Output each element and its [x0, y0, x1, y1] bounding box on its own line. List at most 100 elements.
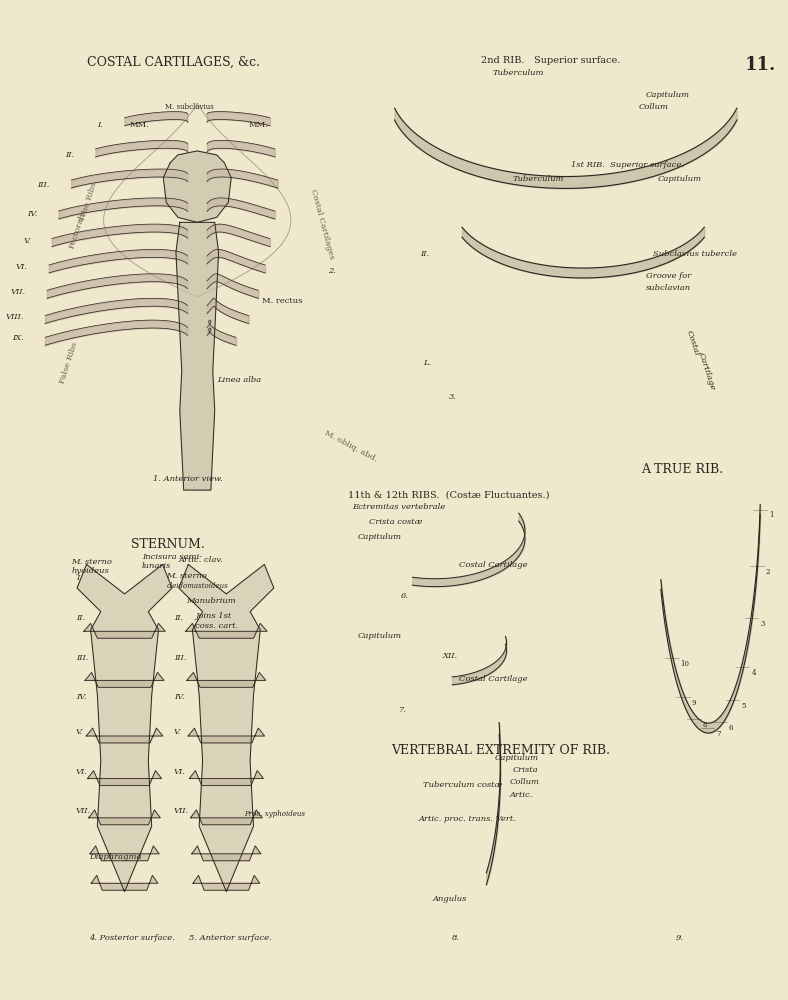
Text: I.: I.: [76, 574, 82, 582]
Text: 9.: 9.: [675, 934, 683, 942]
Text: Capitulum: Capitulum: [357, 533, 401, 541]
Text: 8: 8: [703, 721, 708, 729]
Text: 5: 5: [742, 702, 745, 710]
Polygon shape: [191, 810, 262, 825]
Text: 11.: 11.: [745, 56, 776, 74]
Text: 3: 3: [760, 620, 764, 628]
Text: VII.: VII.: [174, 807, 189, 815]
Text: Costal Cartilage: Costal Cartilage: [459, 675, 528, 683]
Text: Tuberculum: Tuberculum: [493, 69, 545, 77]
Text: COSTAL CARTILAGES, &c.: COSTAL CARTILAGES, &c.: [87, 56, 259, 69]
Polygon shape: [86, 728, 163, 743]
Polygon shape: [91, 875, 158, 890]
Text: V.: V.: [76, 728, 84, 736]
Text: IV.: IV.: [76, 693, 87, 701]
Text: VI.: VI.: [76, 768, 88, 776]
Text: Diaphragma: Diaphragma: [89, 853, 141, 861]
Text: Crista: Crista: [512, 766, 538, 774]
Text: Incisura semi-: Incisura semi-: [142, 553, 202, 561]
Text: 9: 9: [692, 699, 696, 707]
Text: Collum: Collum: [638, 103, 668, 111]
Text: L.: L.: [423, 359, 431, 367]
Text: Ectremitas vertebrale: Ectremitas vertebrale: [352, 503, 446, 511]
Text: Subclavius tubercle: Subclavius tubercle: [653, 250, 737, 258]
Text: cleidomastoideus: cleidomastoideus: [166, 582, 228, 590]
Text: 10: 10: [681, 660, 690, 668]
Text: V.: V.: [24, 237, 31, 245]
Text: False Ribs: False Ribs: [58, 341, 80, 385]
Text: 11th & 12th RIBS.  (Costæ Fluctuantes.): 11th & 12th RIBS. (Costæ Fluctuantes.): [348, 490, 549, 499]
Text: Artic. clav.: Artic. clav.: [179, 556, 224, 564]
Text: coss. cart.: coss. cart.: [195, 622, 239, 630]
Polygon shape: [84, 623, 165, 638]
Text: Tuberculum costæ: Tuberculum costæ: [423, 781, 503, 789]
Text: A TRUE RIB.: A TRUE RIB.: [641, 463, 723, 476]
Polygon shape: [85, 672, 164, 687]
Text: Cartilage: Cartilage: [697, 351, 716, 391]
Text: 4. Posterior surface.: 4. Posterior surface.: [89, 934, 175, 942]
Text: Joins 1st: Joins 1st: [195, 612, 232, 620]
Text: Costal: Costal: [685, 329, 701, 357]
Text: 7: 7: [716, 730, 721, 738]
Polygon shape: [89, 810, 161, 825]
Polygon shape: [189, 771, 263, 786]
Text: 4: 4: [751, 669, 756, 677]
Text: MM.: MM.: [249, 121, 269, 129]
Text: I.: I.: [98, 121, 103, 129]
Polygon shape: [90, 846, 159, 861]
Text: 3.: 3.: [449, 393, 457, 401]
Text: subclavian: subclavian: [646, 284, 691, 292]
Text: V.: V.: [174, 728, 181, 736]
Text: 1: 1: [769, 511, 773, 519]
Text: hyoideus: hyoideus: [71, 567, 109, 575]
Polygon shape: [188, 728, 265, 743]
Polygon shape: [191, 846, 261, 861]
Text: 1st RIB.  Superior surface.: 1st RIB. Superior surface.: [571, 161, 683, 169]
Text: VIII.: VIII.: [6, 313, 24, 321]
Polygon shape: [176, 222, 218, 490]
Text: lunaris: lunaris: [142, 562, 171, 570]
Text: M. rectus: M. rectus: [262, 297, 303, 305]
Text: Capitulum: Capitulum: [357, 632, 401, 640]
Text: Capitulum: Capitulum: [646, 91, 690, 99]
Text: M. sterno: M. sterno: [166, 572, 207, 580]
Text: IV.: IV.: [27, 210, 37, 218]
Text: Capitulum: Capitulum: [495, 754, 539, 762]
Text: Angulus: Angulus: [433, 895, 467, 903]
Text: STERNUM.: STERNUM.: [132, 538, 205, 551]
Text: Capitulum: Capitulum: [658, 175, 702, 183]
Text: M. subclavius: M. subclavius: [165, 103, 214, 111]
Polygon shape: [187, 672, 266, 687]
Text: Collum: Collum: [510, 778, 540, 786]
Text: Crista costæ: Crista costæ: [369, 518, 422, 526]
Text: 2nd RIB.   Superior surface.: 2nd RIB. Superior surface.: [481, 56, 621, 65]
Text: IV.: IV.: [174, 693, 184, 701]
Text: Linea alba: Linea alba: [217, 376, 261, 384]
Text: VII.: VII.: [76, 807, 91, 815]
Text: VII.: VII.: [10, 288, 26, 296]
Text: 2.: 2.: [328, 267, 336, 275]
Text: Manubrium: Manubrium: [186, 597, 236, 605]
Text: Groove for: Groove for: [646, 272, 691, 280]
Text: III.: III.: [174, 654, 187, 662]
Text: Artic.: Artic.: [510, 791, 533, 799]
Text: 6: 6: [728, 724, 733, 732]
Text: 1. Anterior view.: 1. Anterior view.: [153, 475, 222, 483]
Text: VI.: VI.: [174, 768, 186, 776]
Text: Artic. proc. trans. Vert.: Artic. proc. trans. Vert.: [418, 815, 516, 823]
Text: VERTEBRAL EXTREMITY OF RIB.: VERTEBRAL EXTREMITY OF RIB.: [391, 744, 610, 757]
Text: III.: III.: [76, 654, 88, 662]
Text: Costal Cartilages: Costal Cartilages: [309, 188, 335, 260]
Text: III.: III.: [38, 181, 50, 189]
Text: II.: II.: [420, 250, 429, 258]
Text: Pectoralis: Pectoralis: [69, 207, 89, 250]
Polygon shape: [87, 771, 162, 786]
Text: 7.: 7.: [399, 706, 407, 714]
Text: 8.: 8.: [452, 934, 460, 942]
Text: Proc. xyphoideus: Proc. xyphoideus: [243, 810, 305, 818]
Text: True Ribs: True Ribs: [78, 181, 98, 222]
Text: XII.: XII.: [443, 652, 458, 660]
Text: M. obliq. abd.: M. obliq. abd.: [323, 429, 379, 463]
Text: 6.: 6.: [401, 592, 409, 600]
Text: MM.: MM.: [129, 121, 149, 129]
